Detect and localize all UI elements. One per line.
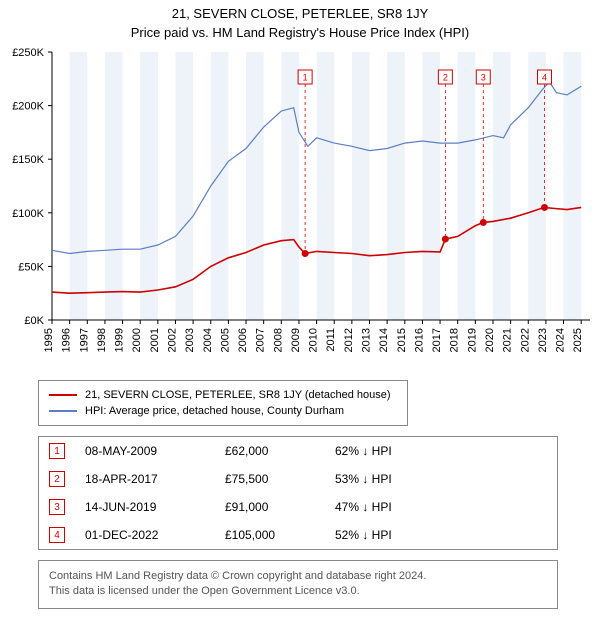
svg-text:2022: 2022: [519, 328, 531, 352]
svg-text:£50K: £50K: [18, 261, 44, 273]
svg-text:2007: 2007: [255, 328, 267, 352]
svg-text:2020: 2020: [484, 328, 496, 352]
sale-date: 01-DEC-2022: [85, 528, 225, 542]
svg-text:2005: 2005: [219, 328, 231, 352]
sales-table: 1 08-MAY-2009 £62,000 62% ↓ HPI 2 18-APR…: [38, 436, 558, 550]
svg-text:2006: 2006: [237, 328, 249, 352]
svg-text:£0K: £0K: [24, 315, 44, 327]
legend-label: 21, SEVERN CLOSE, PETERLEE, SR8 1JY (det…: [85, 389, 391, 401]
legend-item-property: 21, SEVERN CLOSE, PETERLEE, SR8 1JY (det…: [49, 387, 397, 403]
svg-text:2012: 2012: [343, 328, 355, 352]
svg-text:£150K: £150K: [12, 154, 44, 166]
sale-delta: 53% ↓ HPI: [335, 472, 445, 486]
svg-text:1998: 1998: [96, 328, 108, 352]
chart-title-block: 21, SEVERN CLOSE, PETERLEE, SR8 1JY Pric…: [0, 0, 600, 42]
licence-footer: Contains HM Land Registry data © Crown c…: [38, 560, 558, 609]
svg-text:2000: 2000: [131, 328, 143, 352]
legend-swatch: [49, 410, 77, 412]
sale-price: £62,000: [225, 444, 335, 458]
legend-swatch: [49, 394, 77, 396]
sale-marker-icon: 4: [49, 527, 65, 543]
sale-marker-icon: 1: [49, 443, 65, 459]
svg-text:2015: 2015: [396, 328, 408, 352]
svg-text:2018: 2018: [449, 328, 461, 352]
svg-text:2001: 2001: [149, 328, 161, 352]
sale-price: £105,000: [225, 528, 335, 542]
svg-text:2009: 2009: [290, 328, 302, 352]
svg-text:2011: 2011: [325, 328, 337, 352]
svg-text:1997: 1997: [78, 328, 90, 352]
footer-line: This data is licensed under the Open Gov…: [49, 584, 547, 599]
svg-text:£100K: £100K: [12, 208, 44, 220]
svg-text:2002: 2002: [166, 328, 178, 352]
svg-text:2008: 2008: [272, 328, 284, 352]
chart-title: 21, SEVERN CLOSE, PETERLEE, SR8 1JY: [0, 6, 600, 21]
footer-line: Contains HM Land Registry data © Crown c…: [49, 569, 547, 584]
chart-svg: £0K £50K £100K £150K £200K £250K 1995 1996 1997 1…: [0, 42, 600, 372]
svg-text:£200K: £200K: [12, 101, 44, 113]
legend-item-hpi: HPI: Average price, detached house, Coun…: [49, 403, 397, 419]
svg-text:2023: 2023: [537, 328, 549, 352]
svg-text:2: 2: [443, 73, 448, 83]
sale-delta: 52% ↓ HPI: [335, 528, 445, 542]
legend: 21, SEVERN CLOSE, PETERLEE, SR8 1JY (det…: [38, 380, 408, 426]
table-row: 1 08-MAY-2009 £62,000 62% ↓ HPI: [39, 437, 557, 465]
sale-date: 08-MAY-2009: [85, 444, 225, 458]
svg-text:4: 4: [542, 73, 547, 83]
sale-price: £91,000: [225, 500, 335, 514]
svg-text:2019: 2019: [466, 328, 478, 352]
sale-price: £75,500: [225, 472, 335, 486]
svg-text:2025: 2025: [572, 328, 584, 352]
svg-text:1995: 1995: [43, 328, 55, 352]
svg-text:2024: 2024: [555, 328, 567, 352]
chart-subtitle: Price paid vs. HM Land Registry's House …: [0, 25, 600, 40]
sale-date: 18-APR-2017: [85, 472, 225, 486]
svg-text:2013: 2013: [361, 328, 373, 352]
svg-text:2014: 2014: [378, 328, 390, 352]
sale-delta: 47% ↓ HPI: [335, 500, 445, 514]
svg-text:2021: 2021: [502, 328, 514, 352]
sale-marker-icon: 3: [49, 499, 65, 515]
svg-text:2016: 2016: [413, 328, 425, 352]
svg-text:1999: 1999: [114, 328, 126, 352]
sale-delta: 62% ↓ HPI: [335, 444, 445, 458]
svg-text:1: 1: [303, 73, 308, 83]
svg-text:1996: 1996: [61, 328, 73, 352]
sale-date: 14-JUN-2019: [85, 500, 225, 514]
svg-text:2004: 2004: [202, 328, 214, 352]
svg-text:2003: 2003: [184, 328, 196, 352]
table-row: 4 01-DEC-2022 £105,000 52% ↓ HPI: [39, 521, 557, 549]
table-row: 2 18-APR-2017 £75,500 53% ↓ HPI: [39, 465, 557, 493]
legend-label: HPI: Average price, detached house, Coun…: [85, 405, 344, 417]
svg-text:£250K: £250K: [12, 47, 44, 59]
svg-text:3: 3: [481, 73, 486, 83]
table-row: 3 14-JUN-2019 £91,000 47% ↓ HPI: [39, 493, 557, 521]
sale-marker-icon: 2: [49, 471, 65, 487]
svg-text:2010: 2010: [308, 328, 320, 352]
chart-area: £0K £50K £100K £150K £200K £250K 1995 1996 1997 1…: [0, 42, 600, 372]
svg-text:2017: 2017: [431, 328, 443, 352]
